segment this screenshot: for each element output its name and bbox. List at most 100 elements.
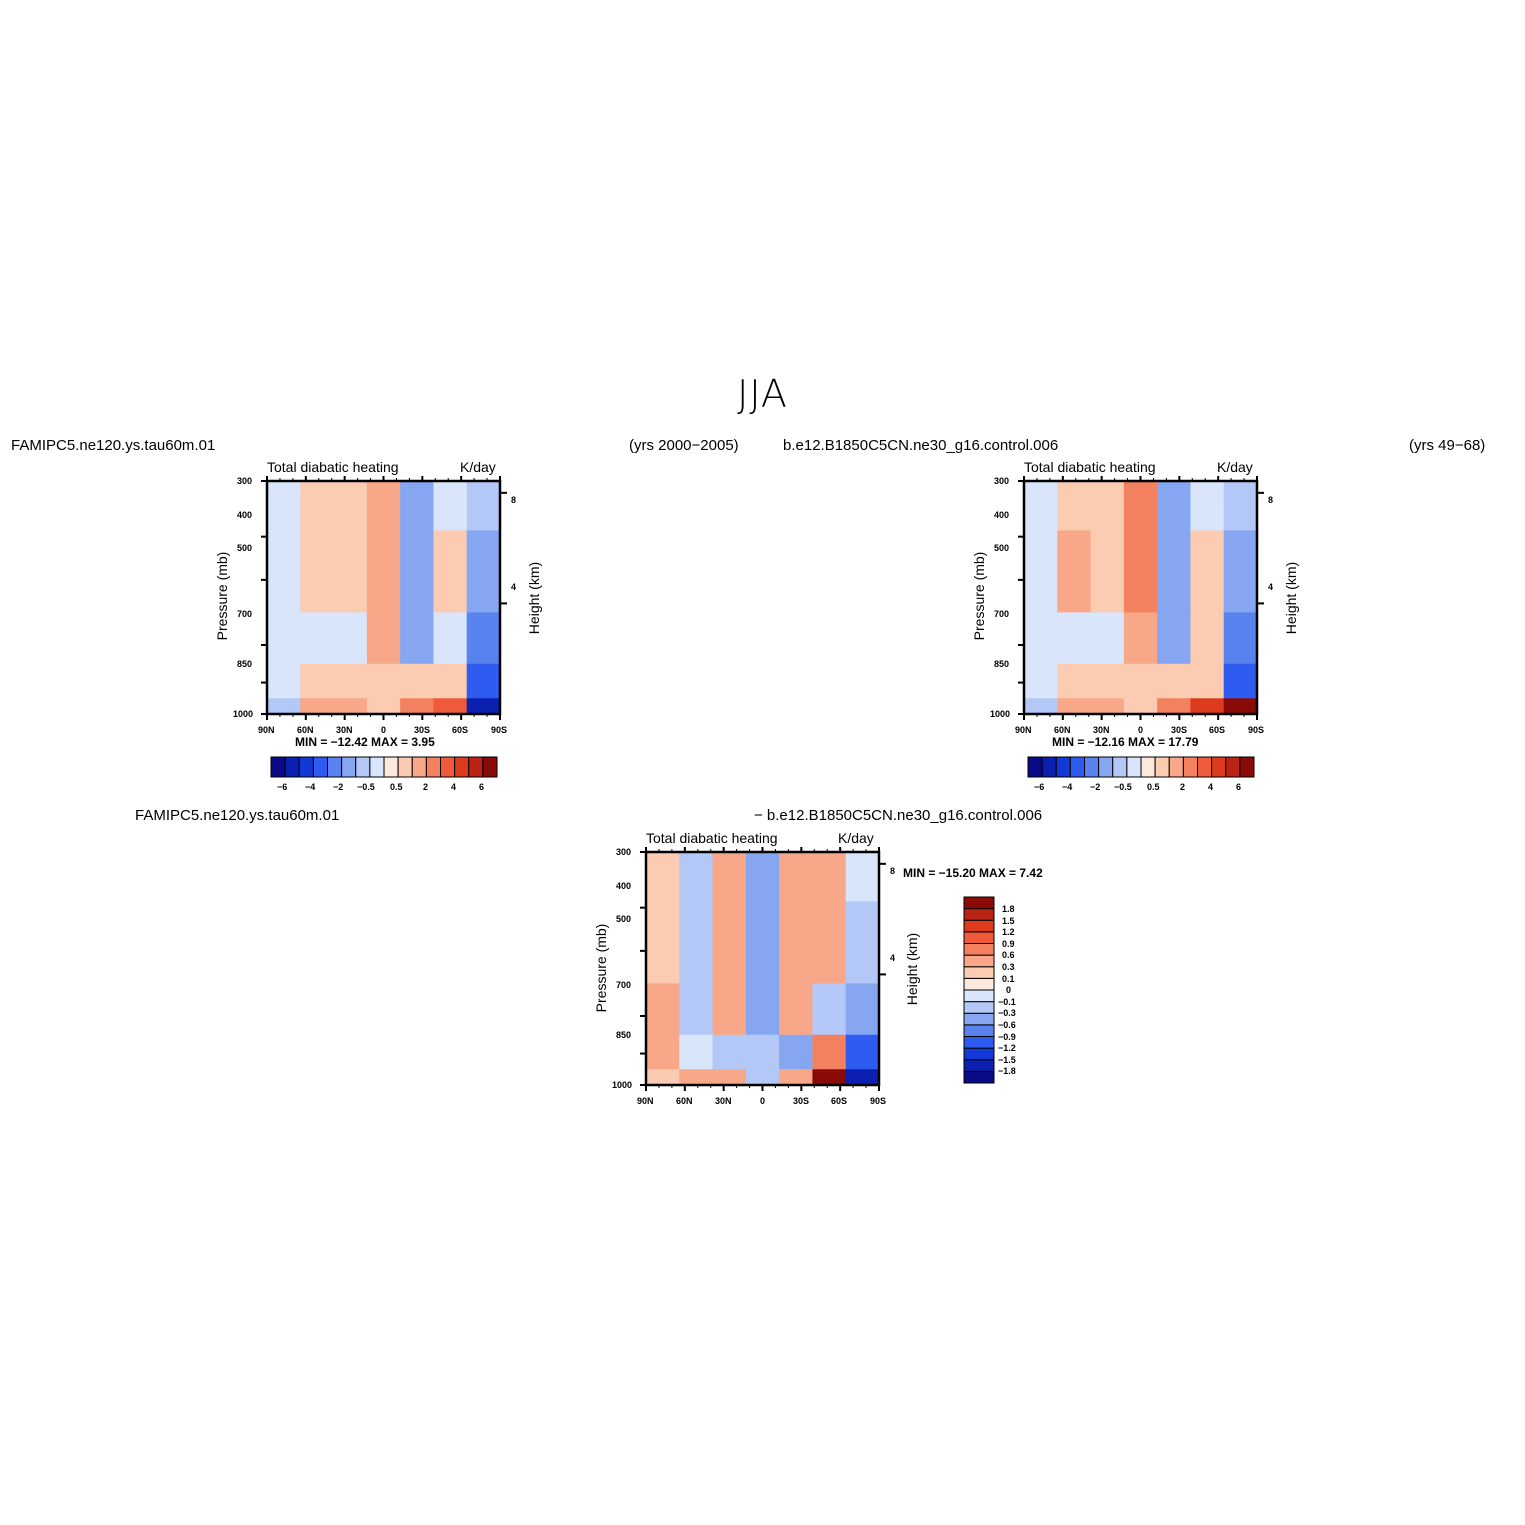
right-lat-tick: 60S [1209,725,1226,735]
right-lat-tick: 60N [1054,725,1071,735]
right-lat-tick: 30S [1171,725,1188,735]
left-lat-tick: 0 [381,725,387,735]
heatmap-cell [1123,698,1158,715]
heatmap-cell [745,983,780,1036]
left-case-name: FAMIPC5.ne120.ys.tau60m.01 [11,437,216,454]
heatmap-cell [366,530,401,613]
diff-lat-tick: 0 [760,1096,766,1106]
heatmap-cell [812,901,847,984]
heatmap-cell [779,983,813,1036]
right-lat-tick: 90S [1248,725,1265,735]
heatmap-cell [1057,698,1092,715]
diff-lat-tick: 90S [870,1096,887,1106]
right-plot-title: Total diabatic heating [1024,459,1156,475]
colorbar-swatch [482,756,498,778]
colorbar-swatch [1239,756,1255,778]
heatmap-cell [845,1069,880,1086]
right-height-tick: 8 [1268,495,1274,505]
diff-colorbar-label: 0.1 [1002,974,1015,984]
left-lat-tick: 30N [336,725,353,735]
heatmap-cell [745,852,780,902]
diff-colorbar [963,896,995,1084]
heatmap-cell [1090,530,1125,613]
heatmap-cell [300,612,335,665]
heatmap-cell [712,983,747,1036]
heatmap-cell [679,1069,714,1086]
heatmap-cell [712,901,747,984]
diff-colorbar-label: 0 [1006,985,1012,995]
right-colorbar-label: 0.5 [1147,782,1160,792]
heatmap-cell [646,901,680,984]
heatmap-cell [1057,663,1092,699]
heatmap-cell [712,1034,747,1070]
left-years: (yrs 2000−2005) [629,437,739,454]
diff-pressure-tick: 400 [616,881,632,891]
heatmap-cell [1123,481,1158,531]
left-plot-title: Total diabatic heating [267,459,399,475]
heatmap-cell [779,1069,813,1086]
heatmap-cell [400,698,434,715]
heatmap-cell [679,1034,714,1070]
colorbar-swatch [963,954,995,968]
diff-lat-tick: 30S [793,1096,810,1106]
colorbar-swatch [963,919,995,933]
colorbar-swatch [963,1036,995,1049]
left-lat-tick: 90N [258,725,275,735]
left-colorbar-label: −0.5 [357,782,375,792]
heatmap-cell [1190,698,1225,715]
right-lat-tick: 0 [1138,725,1144,735]
heatmap-cell [1190,481,1225,531]
right-colorbar-label: −4 [1062,782,1073,792]
right-pressure-tick: 300 [994,476,1010,486]
left-lat-tick: 30S [414,725,431,735]
heatmap-cell [745,1069,780,1086]
heatmap-cell [333,698,368,715]
diff-colorbar-label: −0.1 [998,997,1016,1007]
heatmap-cell [366,698,401,715]
diff-pressure-tick: 700 [616,980,632,990]
diff-lat-tick: 90N [637,1096,654,1106]
diff-colorbar-label: −0.6 [998,1020,1016,1030]
heatmap-cell [1024,530,1058,613]
heatmap-cell [300,481,335,531]
heatmap-cell [466,530,501,613]
heatmap-cell [845,852,880,902]
left-colorbar-label: 6 [479,782,485,792]
heatmap-cell [1190,612,1225,665]
heatmap-cell [812,852,847,902]
heatmap-cell [646,983,680,1036]
heatmap-cell [267,530,301,613]
heatmap-cell [1090,698,1125,715]
colorbar-swatch [963,896,995,910]
left-pressure-tick: 850 [237,659,253,669]
diff-lat-tick: 60N [676,1096,693,1106]
heatmap-cell [812,983,847,1036]
left-colorbar [270,756,498,778]
right-pressure-tick: 500 [994,543,1010,553]
heatmap-cell [745,901,780,984]
heatmap-cell [333,530,368,613]
colorbar-swatch [963,966,995,979]
diff-colorbar-label: 0.6 [1002,950,1015,960]
heatmap-cell [1024,663,1058,699]
diff-min-max: MIN = −15.20 MAX = 7.42 [903,866,1043,880]
left-colorbar-label: 4 [451,782,457,792]
heatmap-cell [1157,663,1191,699]
left-units: K/day [460,459,496,475]
heatmap-cell [1157,612,1191,665]
right-colorbar-label: 2 [1180,782,1186,792]
right-units: K/day [1217,459,1253,475]
heatmap-cell [333,481,368,531]
heatmap-cell [466,698,501,715]
heatmap-cell [1024,698,1058,715]
heatmap-cell [1024,612,1058,665]
right-colorbar-label: 4 [1208,782,1214,792]
heatmap-cell [366,481,401,531]
heatmap-cell [267,481,301,531]
heatmap-cell [1024,481,1058,531]
diff-plot-title: Total diabatic heating [646,830,778,846]
left-colorbar-label: −4 [305,782,316,792]
heatmap-cell [433,612,468,665]
heatmap-cell [1090,663,1125,699]
